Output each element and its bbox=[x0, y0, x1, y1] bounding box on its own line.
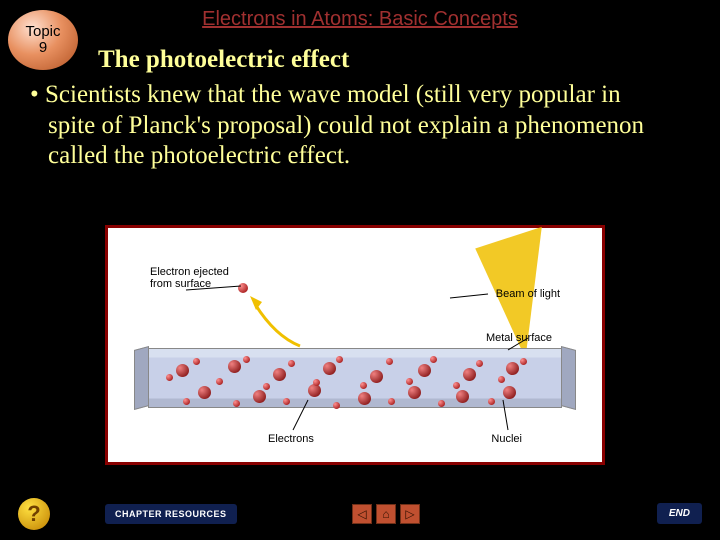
nucleus bbox=[308, 384, 321, 397]
slide-title: Electrons in Atoms: Basic Concepts bbox=[0, 8, 720, 31]
electron bbox=[288, 360, 295, 367]
nucleus bbox=[456, 390, 469, 403]
electron bbox=[166, 374, 173, 381]
home-button[interactable]: ⌂ bbox=[376, 504, 396, 524]
electron bbox=[488, 398, 495, 405]
electron bbox=[336, 356, 343, 363]
bullet-list: Scientists knew that the wave model (sti… bbox=[30, 80, 670, 172]
electron bbox=[453, 382, 460, 389]
label-metal: Metal surface bbox=[486, 332, 552, 344]
nucleus bbox=[370, 370, 383, 383]
nucleus bbox=[253, 390, 266, 403]
nav-controls: ◁ ⌂ ▷ bbox=[352, 504, 420, 524]
nucleus bbox=[228, 360, 241, 373]
next-button[interactable]: ▷ bbox=[400, 504, 420, 524]
electron bbox=[283, 398, 290, 405]
electron bbox=[430, 356, 437, 363]
electron bbox=[360, 382, 367, 389]
electron bbox=[520, 358, 527, 365]
nucleus bbox=[418, 364, 431, 377]
electron bbox=[216, 378, 223, 385]
nucleus bbox=[358, 392, 371, 405]
label-electrons: Electrons bbox=[268, 433, 314, 445]
nucleus bbox=[503, 386, 516, 399]
topic-label: Topic bbox=[25, 24, 60, 41]
label-beam: Beam of light bbox=[496, 288, 560, 300]
topic-number: 9 bbox=[39, 40, 47, 57]
chapter-resources-button[interactable]: CHAPTER RESOURCES bbox=[105, 504, 237, 524]
electron bbox=[406, 378, 413, 385]
electron bbox=[313, 379, 320, 386]
section-title: The photoelectric effect bbox=[98, 46, 349, 74]
electron bbox=[233, 400, 240, 407]
label-ejected: Electron ejected from surface bbox=[150, 266, 240, 290]
help-button[interactable]: ? bbox=[18, 498, 50, 530]
electron bbox=[193, 358, 200, 365]
electron bbox=[183, 398, 190, 405]
electron bbox=[476, 360, 483, 367]
end-button[interactable]: END bbox=[657, 503, 702, 524]
nucleus bbox=[273, 368, 286, 381]
nucleus bbox=[463, 368, 476, 381]
nav-bar: ? CHAPTER RESOURCES ◁ ⌂ ▷ END bbox=[0, 494, 720, 534]
nucleus bbox=[323, 362, 336, 375]
bullet-item: Scientists knew that the wave model (sti… bbox=[30, 80, 670, 172]
electron bbox=[263, 383, 270, 390]
metal-end-left bbox=[134, 346, 149, 410]
label-nuclei: Nuclei bbox=[491, 433, 522, 445]
nucleus bbox=[506, 362, 519, 375]
photoelectric-figure: Electron ejected from surface Beam of li… bbox=[105, 225, 605, 465]
prev-button[interactable]: ◁ bbox=[352, 504, 372, 524]
nucleus bbox=[198, 386, 211, 399]
metal-end-right bbox=[561, 346, 576, 410]
nucleus bbox=[176, 364, 189, 377]
electron bbox=[388, 398, 395, 405]
electron bbox=[498, 376, 505, 383]
eject-arrow bbox=[250, 296, 305, 351]
electron bbox=[333, 402, 340, 409]
electron bbox=[386, 358, 393, 365]
topic-badge: Topic 9 bbox=[8, 10, 78, 70]
electron bbox=[438, 400, 445, 407]
nucleus bbox=[408, 386, 421, 399]
electron bbox=[243, 356, 250, 363]
